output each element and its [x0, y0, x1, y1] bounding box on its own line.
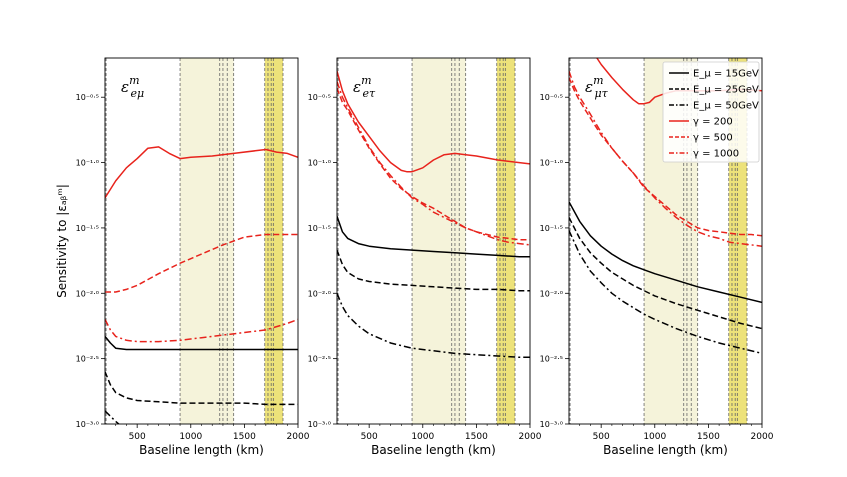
series-line-3 [105, 410, 120, 424]
light-band [180, 58, 234, 424]
series-line-6 [569, 70, 762, 247]
y-tick-label-6: 10⁻⁰·⁵ [540, 93, 563, 102]
x-tick-label-2: 1000 [179, 432, 202, 442]
series-line-3 [569, 230, 762, 355]
series-line-2 [105, 371, 298, 406]
y-tick-label-5: 10⁻¹·⁰ [76, 159, 99, 168]
dark-band [264, 58, 283, 424]
y-tick-label-2: 10⁻²·⁵ [76, 355, 99, 364]
y-tick-label-3: 10⁻²·⁰ [308, 289, 331, 298]
y-tick-label-4: 10⁻¹·⁵ [76, 224, 99, 233]
series-group [105, 146, 298, 424]
panel-label: εm eτ [353, 74, 376, 100]
x-axis-label: Baseline length (km) [139, 443, 264, 457]
y-tick-label-1: 10⁻³·⁰ [540, 420, 563, 429]
light-band [412, 58, 466, 424]
series-line-5 [569, 77, 762, 237]
x-tick-label-1: 500 [129, 432, 146, 442]
y-tick-label-4: 10⁻¹·⁵ [308, 224, 331, 233]
legend-label-3: E_μ = 50GeV [693, 101, 759, 112]
x-tick-label-2: 1000 [411, 432, 434, 442]
series-line-4 [337, 70, 530, 173]
y-tick-label-5: 10⁻¹·⁰ [308, 159, 331, 168]
x-tick-label-2: 1000 [643, 432, 666, 442]
series-group [337, 70, 530, 359]
legend-label-5: γ = 500 [693, 133, 733, 144]
series-line-4 [105, 146, 298, 199]
series-line-2 [337, 249, 530, 292]
legend-label-2: E_μ = 25GeV [693, 85, 759, 96]
x-tick-label-3: 1500 [697, 432, 720, 442]
y-tick-label-1: 10⁻³·⁰ [76, 420, 99, 429]
x-tick-label-4: 2000 [287, 432, 310, 442]
legend-label-4: γ = 200 [693, 117, 733, 128]
chart-panel-2: 500 1000 1500 2000 10⁻³·⁰ 10⁻²·⁵ 10⁻²·⁰ 10⁻¹·⁵ 1… [308, 57, 542, 457]
y-tick-label-4: 10⁻¹·⁵ [540, 224, 563, 233]
x-tick-label-1: 500 [361, 432, 378, 442]
chart-panel-1: 500 1000 1500 2000 10⁻³·⁰ 10⁻²·⁵ 10⁻²·⁰ 10⁻¹·⁵ 1… [55, 57, 310, 457]
chart-panel-3: 500 1000 1500 2000 10⁻³·⁰ 10⁻²·⁵ 10⁻²·⁰ 10⁻¹·⁵ 1… [540, 57, 774, 457]
series-line-5 [105, 233, 298, 293]
x-tick-label-4: 2000 [751, 432, 774, 442]
panel-label: εm eμ [121, 74, 144, 100]
series-line-1 [337, 215, 530, 258]
series-line-2 [569, 217, 762, 330]
legend-label-6: γ = 1000 [693, 149, 739, 160]
series-line-3 [337, 293, 530, 359]
series-line-1 [569, 201, 762, 304]
y-tick-label-1: 10⁻³·⁰ [308, 420, 331, 429]
series-line-6 [105, 318, 298, 343]
y-tick-label-6: 10⁻⁰·⁵ [76, 93, 99, 102]
panel-label: εm μτ [585, 74, 609, 100]
x-tick-label-3: 1500 [465, 432, 488, 442]
x-tick-label-1: 500 [593, 432, 610, 442]
series-line-1 [105, 335, 298, 351]
y-tick-label-6: 10⁻⁰·⁵ [308, 93, 331, 102]
legend: E_μ = 15GeV E_μ = 25GeV E_μ = 50GeV γ = 200… [662, 61, 760, 163]
legend-label-1: E_μ = 15GeV [693, 69, 759, 80]
x-axis-label: Baseline length (km) [603, 443, 728, 457]
y-tick-label-2: 10⁻²·⁵ [540, 355, 563, 364]
y-axis-label: Sensitivity to |εₐᵦᵐ| [55, 184, 69, 298]
x-tick-label-4: 2000 [519, 432, 542, 442]
x-axis-label: Baseline length (km) [371, 443, 496, 457]
y-tick-label-5: 10⁻¹·⁰ [540, 159, 563, 168]
y-tick-label-3: 10⁻²·⁰ [540, 289, 563, 298]
series-line-5 [337, 87, 530, 241]
x-tick-label-3: 1500 [233, 432, 256, 442]
y-tick-label-3: 10⁻²·⁰ [76, 289, 99, 298]
y-tick-label-2: 10⁻²·⁵ [308, 355, 331, 364]
